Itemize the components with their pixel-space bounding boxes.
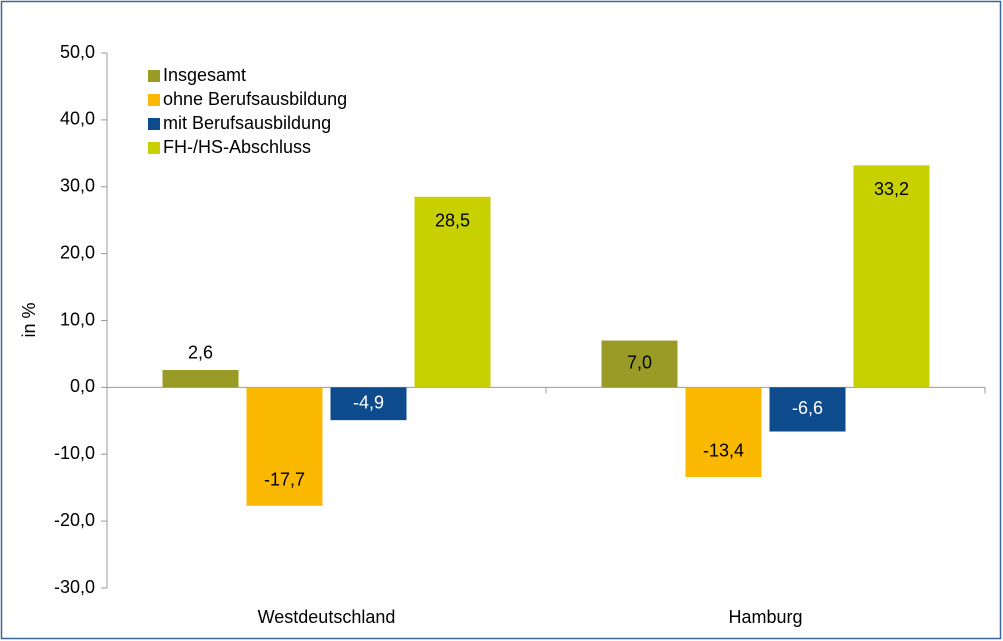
data-label: -13,4 (703, 441, 744, 461)
legend-label: Insgesamt (163, 65, 246, 85)
y-tick-label: 0,0 (70, 376, 95, 396)
data-label: -17,7 (264, 469, 305, 489)
y-axis-label: in % (19, 302, 39, 337)
y-tick-label: 10,0 (60, 309, 95, 329)
y-tick-label: 20,0 (60, 242, 95, 262)
legend-label: FH-/HS-Abschluss (163, 137, 311, 157)
bar (685, 387, 762, 477)
data-label: 33,2 (874, 179, 909, 199)
y-tick-label: -30,0 (54, 577, 95, 597)
legend-swatch (148, 118, 160, 130)
y-tick-label: -10,0 (54, 443, 95, 463)
data-label: 7,0 (627, 353, 652, 373)
y-tick-label: 30,0 (60, 176, 95, 196)
data-label: 2,6 (188, 343, 213, 363)
x-tick-label: Hamburg (728, 607, 802, 627)
data-label: -6,6 (792, 398, 823, 418)
data-label: -4,9 (353, 393, 384, 413)
legend-swatch (148, 70, 160, 82)
x-tick-label: Westdeutschland (258, 607, 396, 627)
bar (246, 387, 323, 506)
legend-swatch (148, 142, 160, 154)
bar (601, 340, 678, 388)
y-tick-label: 50,0 (60, 42, 95, 62)
legend-label: ohne Berufsausbildung (163, 89, 347, 109)
y-tick-label: 40,0 (60, 109, 95, 129)
data-label: 28,5 (435, 211, 470, 231)
bar (162, 369, 239, 388)
legend-swatch (148, 94, 160, 106)
bar (853, 165, 930, 388)
bar (330, 387, 407, 421)
legend-label: mit Berufsausbildung (163, 113, 331, 133)
y-tick-label: -20,0 (54, 510, 95, 530)
bar (414, 196, 491, 388)
bar (769, 387, 846, 432)
